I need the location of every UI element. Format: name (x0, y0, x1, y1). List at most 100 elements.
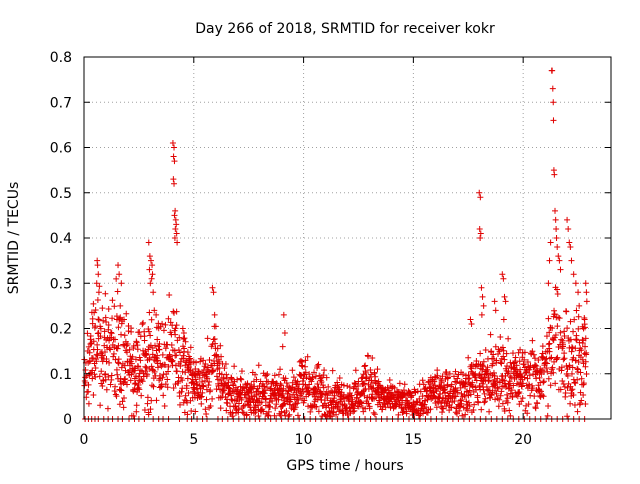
data-point (95, 330, 102, 337)
data-point (581, 350, 588, 357)
data-point (103, 319, 110, 326)
data-point (563, 308, 570, 315)
data-point (420, 408, 427, 415)
data-point (583, 298, 590, 305)
grid (84, 57, 611, 419)
data-point (108, 372, 115, 379)
data-point (235, 406, 242, 413)
data-point (160, 392, 167, 399)
y-axis-label: SRMTID / TECUs (6, 182, 22, 295)
data-point (507, 390, 514, 397)
data-point (99, 305, 106, 312)
data-point (210, 336, 217, 343)
data-point (497, 392, 504, 399)
data-point (281, 330, 288, 337)
data-point (491, 373, 498, 380)
data-point (521, 356, 528, 363)
data-point (114, 288, 121, 295)
data-point (93, 358, 100, 365)
data-point (304, 353, 311, 360)
data-point (571, 316, 578, 323)
data-point (238, 368, 245, 375)
y-tick-label: 0.4 (50, 231, 72, 247)
data-point (170, 384, 177, 391)
data-point (146, 328, 153, 335)
data-point (134, 346, 141, 353)
data-point (480, 363, 487, 370)
y-tick-label: 0.7 (50, 95, 72, 111)
data-point (550, 99, 557, 106)
data-point (439, 405, 446, 412)
data-point (457, 384, 464, 391)
data-point (198, 400, 205, 407)
data-point (499, 377, 506, 384)
data-point (116, 271, 123, 278)
data-point (530, 351, 537, 358)
data-point (536, 387, 543, 394)
data-point (120, 341, 127, 348)
data-point (272, 395, 279, 402)
data-point (229, 409, 236, 416)
data-point (146, 253, 153, 260)
data-point (282, 375, 289, 382)
data-point (574, 365, 581, 372)
data-point (561, 332, 568, 339)
data-point (96, 373, 103, 380)
data-point (222, 361, 229, 368)
data-point (255, 362, 262, 369)
data-point (567, 336, 574, 343)
data-point (539, 392, 546, 399)
data-point (580, 391, 587, 398)
data-point (499, 344, 506, 351)
data-point (266, 403, 273, 410)
data-point (142, 367, 149, 374)
data-point (185, 390, 192, 397)
data-point (118, 381, 125, 388)
data-point (210, 289, 217, 296)
data-point (148, 275, 155, 282)
data-point (159, 351, 166, 358)
data-point (218, 353, 225, 360)
data-point (156, 340, 163, 347)
data-point (93, 351, 100, 358)
data-point (154, 364, 161, 371)
x-axis-label: GPS time / hours (286, 458, 403, 474)
data-point (223, 407, 230, 414)
data-point (251, 404, 258, 411)
data-point (112, 336, 119, 343)
data-point (374, 366, 381, 373)
data-point (107, 329, 114, 336)
data-point (261, 383, 268, 390)
data-point (480, 358, 487, 365)
data-point (434, 367, 441, 374)
data-point (162, 381, 169, 388)
data-point (459, 371, 466, 378)
data-point (466, 375, 473, 382)
data-point (456, 407, 463, 414)
data-point (563, 363, 570, 370)
data-point (346, 384, 353, 391)
data-point (90, 300, 97, 307)
data-point (95, 289, 102, 296)
data-point (202, 406, 209, 413)
data-point (214, 345, 221, 352)
data-point (104, 405, 111, 412)
data-point (199, 389, 206, 396)
data-point (502, 298, 509, 305)
data-point (551, 171, 558, 178)
data-point (532, 405, 539, 412)
data-point (136, 354, 143, 361)
data-point (549, 67, 556, 74)
data-point (570, 328, 577, 335)
data-point (500, 316, 507, 323)
data-point (115, 262, 122, 269)
data-point (488, 348, 495, 355)
data-point (271, 412, 278, 419)
data-point (264, 371, 271, 378)
data-point (313, 403, 320, 410)
data-point (145, 409, 152, 416)
data-point (174, 368, 181, 375)
data-point (561, 383, 568, 390)
data-point (525, 401, 532, 408)
data-point (120, 379, 127, 386)
